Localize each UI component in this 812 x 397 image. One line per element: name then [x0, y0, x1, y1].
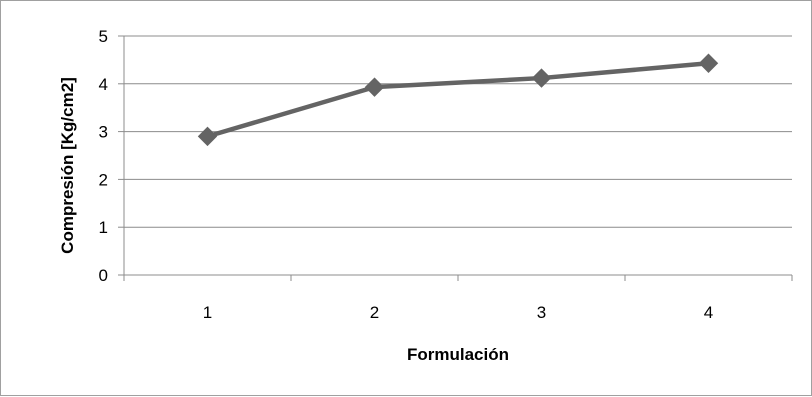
x-tick-label: 4 [704, 303, 713, 322]
data-point-marker [364, 77, 385, 97]
x-axis-title: Formulación [407, 345, 509, 364]
y-tick-label: 4 [99, 75, 108, 94]
y-tick-label: 0 [99, 266, 108, 285]
data-point-marker [698, 53, 719, 73]
y-tick-label: 1 [99, 218, 108, 237]
data-point-marker [531, 68, 552, 88]
y-axis-title: Compresión [Kg/cm2] [58, 77, 77, 254]
series-line [206, 61, 709, 139]
series-group [197, 53, 719, 147]
y-tick-label: 2 [99, 170, 108, 189]
x-tick-label: 2 [370, 303, 379, 322]
y-tick-label: 5 [99, 27, 108, 46]
x-tick-label: 3 [537, 303, 546, 322]
y-tick-labels: 0 1 2 3 4 5 [99, 27, 108, 285]
data-point-marker [197, 126, 218, 147]
axes [118, 35, 793, 281]
y-tick-label: 3 [99, 123, 108, 142]
x-tick-label: 1 [203, 303, 212, 322]
gridlines [124, 35, 792, 228]
x-tick-labels: 1 2 3 4 [203, 303, 713, 322]
